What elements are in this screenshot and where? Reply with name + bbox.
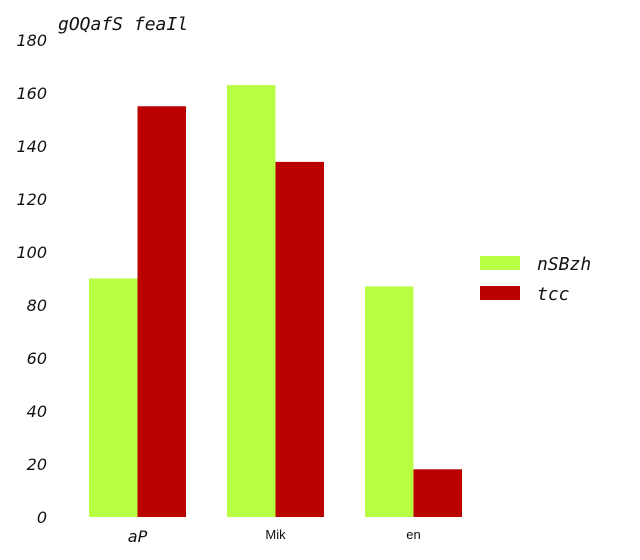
y-tick-label: 80 [27,296,47,315]
bar-nSBzh-en [365,286,414,517]
bar-tcc-aP [137,106,186,517]
x-axis: aP Mik en [128,527,421,546]
bar-tcc-Mik [275,161,324,517]
y-tick-label: 140 [16,137,47,156]
y-tick-label: 100 [16,243,47,262]
chart-title: gOQafS feaIl [58,14,188,35]
y-tick-label: 60 [27,349,47,368]
legend: nSBzh tcc [480,254,591,305]
bar-nSBzh-aP [89,278,138,517]
bar-nSBzh-Mik [227,85,276,518]
legend-swatch-nSBzh [480,256,520,270]
y-axis: 0 20 40 60 80 100 120 140 160 180 [16,31,47,527]
y-tick-label: 120 [16,190,47,209]
x-tick-label: Mik [265,527,286,542]
bar-tcc-en [413,469,462,517]
legend-swatch-tcc [480,286,520,300]
x-tick-label: en [406,527,420,542]
legend-label: nSBzh [537,254,591,275]
y-tick-label: 20 [27,455,47,474]
y-tick-label: 40 [27,402,47,421]
y-tick-label: 160 [16,84,47,103]
bars [89,85,462,518]
y-tick-label: 0 [37,508,47,527]
y-tick-label: 180 [16,31,47,50]
x-tick-label: aP [128,527,148,546]
legend-label: tcc [537,284,570,305]
